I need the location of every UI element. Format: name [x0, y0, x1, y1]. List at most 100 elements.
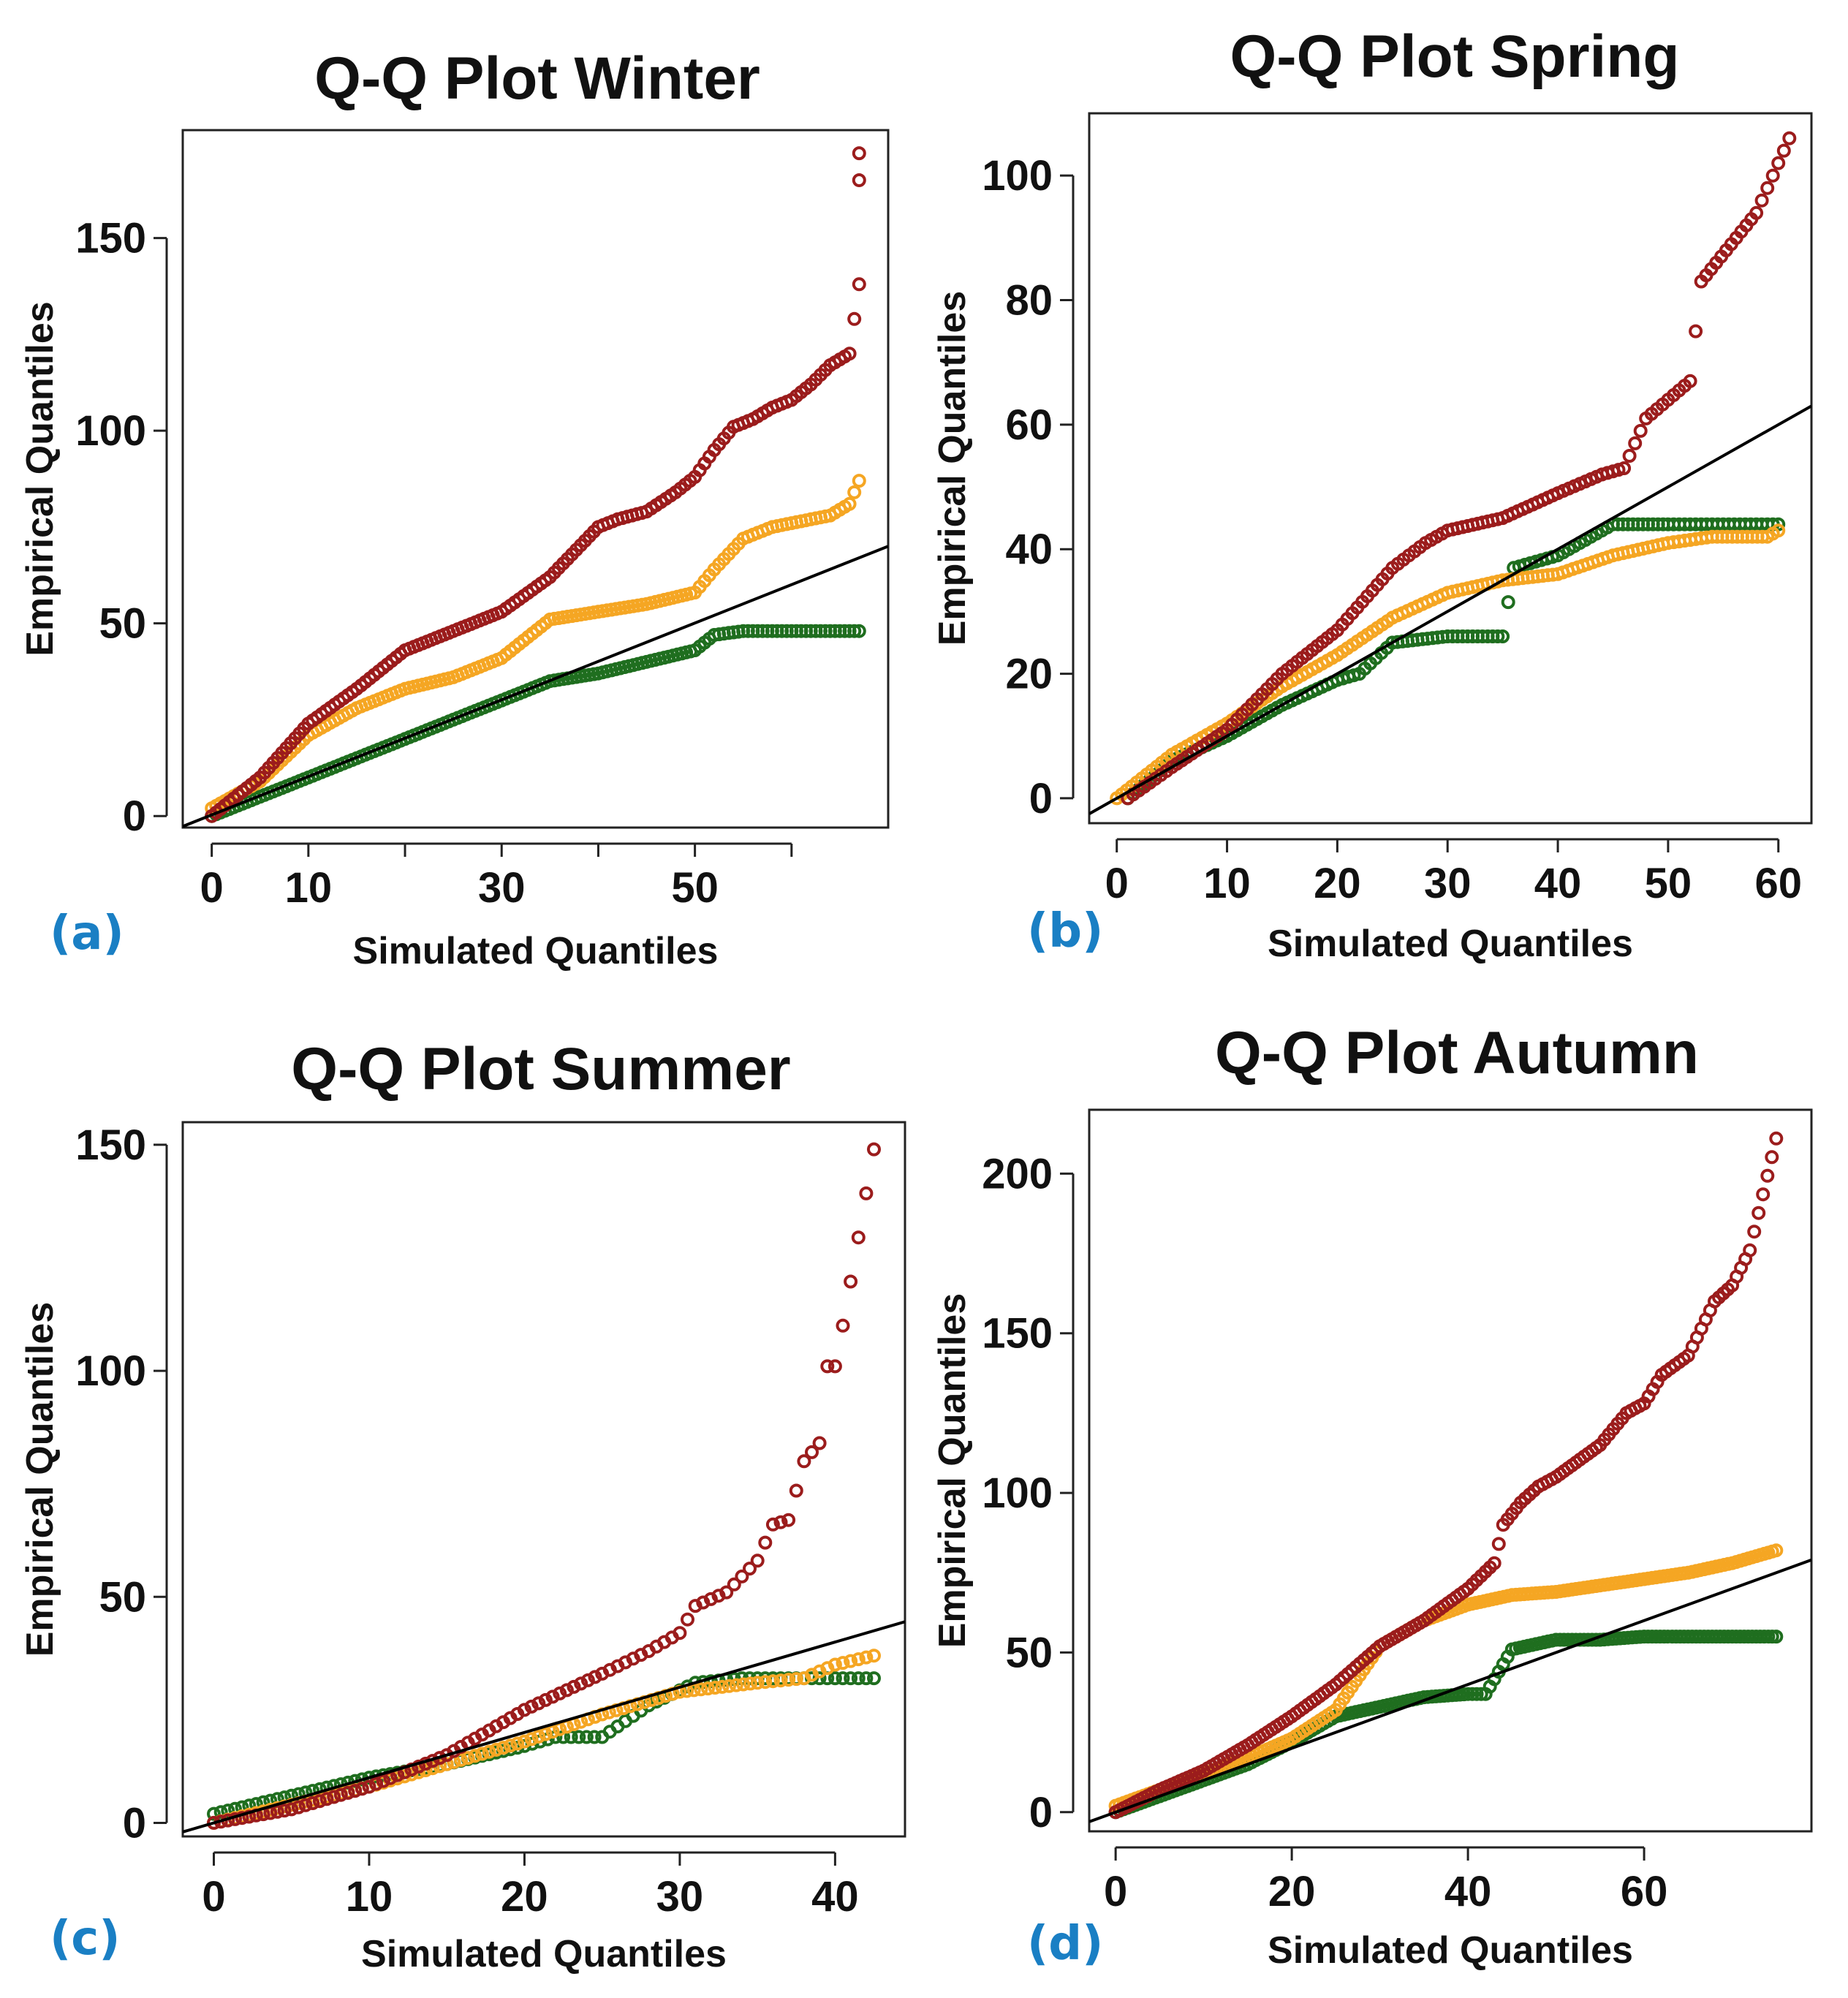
- x-tick-label: 20: [501, 1873, 548, 1921]
- series-dark-red: [207, 1142, 881, 1830]
- data-point: [1760, 1168, 1775, 1183]
- series-dark-red: [1121, 131, 1797, 806]
- data-point: [355, 1782, 369, 1796]
- series-green: [1108, 1630, 1784, 1820]
- y-tick-label: 150: [75, 215, 146, 262]
- data-point: [482, 1744, 496, 1759]
- panel-letter: (c): [50, 1912, 120, 1966]
- data-point: [475, 1747, 489, 1761]
- x-tick-label: 40: [1444, 1868, 1492, 1915]
- reference-line: [1089, 404, 1811, 815]
- y-tick-label: 100: [75, 1347, 146, 1395]
- data-point: [708, 1681, 722, 1695]
- chart-panel-4: Q-Q Plot Autumn 0 20 40 60 Simulated Quantile…: [931, 1020, 1813, 1972]
- data-point: [1491, 629, 1505, 643]
- series-orange: [1110, 523, 1786, 806]
- x-tick-label: 50: [671, 864, 719, 912]
- data-point: [496, 1741, 510, 1755]
- data-point: [531, 1696, 546, 1711]
- data-point: [1617, 461, 1632, 475]
- data-point: [847, 624, 862, 638]
- data-point: [781, 1673, 796, 1687]
- data-point: [574, 1676, 588, 1691]
- data-point: [773, 1673, 788, 1688]
- y-tick-label: 80: [1005, 277, 1053, 325]
- data-point: [538, 1692, 553, 1707]
- data-point: [1747, 1225, 1762, 1239]
- data-point: [1633, 423, 1648, 438]
- data-point: [412, 1759, 426, 1774]
- chart-panel-2: Q-Q Plot Spring 0 10 20 30 40 50 60 Simulated Qu…: [931, 23, 1813, 965]
- reference-line: [1089, 1558, 1811, 1823]
- y-tick-label: 40: [1005, 526, 1053, 573]
- x-axis-label: Simulated Quantiles: [361, 1933, 727, 1975]
- plot-area: [183, 1142, 905, 1834]
- x-tick-label: 0: [200, 864, 224, 912]
- data-point: [270, 1804, 284, 1819]
- panel-letter: (a): [50, 907, 124, 961]
- data-point: [852, 624, 866, 638]
- data-point: [836, 1656, 850, 1670]
- data-point: [867, 1671, 881, 1686]
- data-point: [765, 1517, 780, 1532]
- data-point: [828, 1359, 842, 1374]
- data-point: [553, 1686, 567, 1700]
- x-tick-label: 20: [1314, 860, 1361, 907]
- data-point: [559, 1683, 574, 1698]
- data-point: [545, 1725, 560, 1739]
- data-point: [348, 1784, 363, 1798]
- plot-area: [1089, 1131, 1811, 1823]
- data-point: [235, 1811, 249, 1825]
- data-point: [1487, 1556, 1502, 1570]
- data-point: [531, 1729, 546, 1744]
- x-tick-label: 40: [811, 1873, 859, 1921]
- data-point: [580, 1673, 595, 1687]
- data-point: [1765, 168, 1780, 183]
- y-tick-label: 100: [75, 407, 146, 455]
- data-point: [572, 1730, 586, 1744]
- data-point: [404, 1767, 419, 1782]
- data-point: [701, 1681, 715, 1696]
- panel-letter: (d): [1027, 1917, 1103, 1971]
- data-point: [369, 1776, 384, 1791]
- data-point: [1769, 1543, 1784, 1558]
- data-point: [852, 474, 866, 488]
- data-point: [489, 1742, 504, 1757]
- data-point: [743, 1562, 757, 1576]
- data-point: [291, 1800, 306, 1815]
- data-point: [319, 1792, 334, 1806]
- data-point: [1769, 1630, 1784, 1644]
- data-point: [1474, 1687, 1488, 1701]
- data-point: [859, 1650, 874, 1665]
- y-tick-label: 0: [123, 1799, 146, 1847]
- data-point: [1496, 629, 1510, 643]
- data-point: [735, 1569, 749, 1583]
- data-point: [503, 1738, 518, 1753]
- reference-line: [183, 1620, 905, 1834]
- data-point: [797, 1454, 811, 1469]
- data-point: [1760, 181, 1775, 195]
- data-point: [852, 173, 866, 187]
- data-point: [284, 1802, 299, 1817]
- data-point: [750, 1676, 765, 1690]
- plot-area: [1089, 131, 1811, 815]
- x-tick-label: 20: [1268, 1868, 1316, 1915]
- data-point: [743, 1676, 757, 1691]
- data-point: [1756, 1187, 1771, 1202]
- y-tick-label: 100: [982, 152, 1053, 200]
- x-axis-label: Simulated Quantiles: [1268, 1929, 1633, 1972]
- data-point: [524, 1699, 539, 1714]
- data-point: [758, 1675, 773, 1689]
- plot-frame: [1088, 112, 1813, 825]
- chart-title: Q-Q Plot Summer: [291, 1036, 790, 1102]
- plot-frame: [181, 1121, 906, 1838]
- data-point: [729, 1678, 743, 1692]
- x-tick-label: 10: [1203, 860, 1251, 907]
- y-tick-label: 150: [75, 1121, 146, 1169]
- data-point: [1752, 1206, 1766, 1220]
- data-point: [812, 1436, 827, 1450]
- data-point: [412, 1765, 426, 1779]
- series-dark-red: [1108, 1131, 1784, 1820]
- data-point: [1491, 1537, 1506, 1551]
